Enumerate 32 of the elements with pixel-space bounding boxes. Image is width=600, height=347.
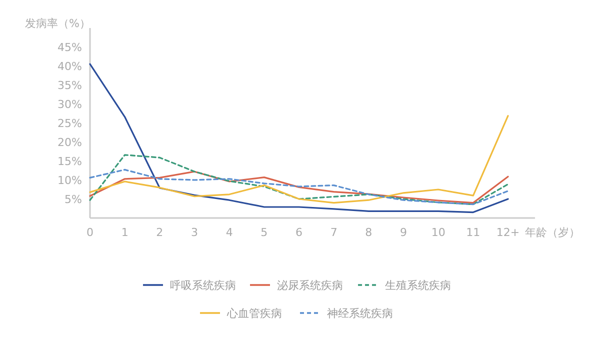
x-tick-label: 5: [260, 226, 268, 239]
x-tick-label: 9: [400, 226, 407, 239]
legend-label: 呼吸系统疾病: [170, 279, 236, 292]
x-tick-label: 8: [365, 226, 372, 239]
y-axis-title: 发病率（%）: [25, 17, 90, 30]
x-tick-label: 3: [191, 226, 198, 239]
y-tick-label: 15%: [58, 155, 82, 168]
legend-label: 心血管疾病: [226, 307, 282, 320]
y-tick-label: 35%: [58, 79, 82, 92]
y-tick-label: 20%: [58, 136, 82, 149]
y-tick-label: 5%: [64, 193, 82, 206]
x-tick-label: 4: [226, 226, 233, 239]
x-tick-label: 0: [86, 226, 94, 239]
x-axis-title: 年龄（岁）: [525, 226, 580, 239]
x-tick-label: 1: [121, 226, 128, 239]
legend-label: 神经系统疾病: [327, 307, 393, 320]
line-series: [89, 115, 509, 204]
line-series: [89, 63, 509, 214]
x-tick-label: 6: [296, 226, 302, 239]
y-tick-label: 30%: [58, 98, 82, 111]
y-tick-label: 45%: [58, 41, 82, 54]
y-tick-label: 25%: [58, 117, 82, 130]
x-tick-label: 7: [330, 226, 338, 239]
x-tick-label: 11: [466, 226, 480, 239]
line-series: [89, 154, 509, 206]
legend-label: 泌尿系统疾病: [277, 279, 343, 292]
y-tick-label: 10%: [58, 174, 82, 187]
x-tick-label: 10: [431, 226, 446, 239]
y-tick-label: 40%: [58, 60, 82, 73]
x-tick-label: 12+: [496, 226, 520, 239]
legend-label: 生殖系统疾病: [385, 279, 451, 292]
x-tick-label: 2: [156, 226, 164, 239]
